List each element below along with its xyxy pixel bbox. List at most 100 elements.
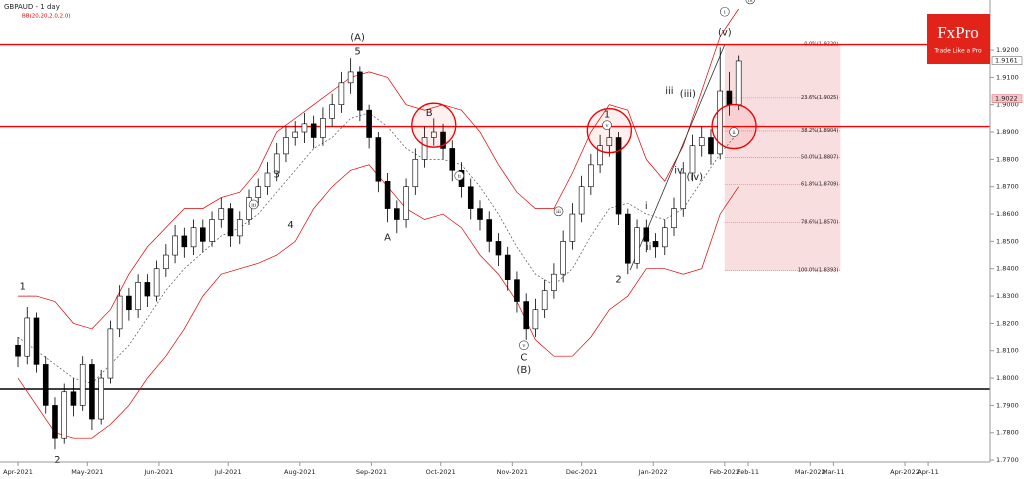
candle-body (61, 391, 68, 439)
wave-label-circle (519, 340, 529, 351)
candle-body (726, 90, 733, 106)
wave-label: 2 (615, 275, 621, 286)
highlight-circle (586, 108, 632, 154)
candle-body (163, 254, 169, 270)
y-tick-label: 1.8400 (996, 265, 1019, 273)
wave-label: 1 (19, 281, 25, 292)
wave-label-circle (745, 0, 756, 5)
candle-body (403, 186, 409, 220)
wave-label: iii (665, 86, 673, 97)
candle-body (661, 227, 668, 248)
candle-body (227, 208, 234, 237)
highlight-circle (411, 102, 457, 148)
candle-body (172, 235, 178, 256)
wave-label-circle (729, 127, 739, 137)
wave-label: (iv) (687, 172, 704, 183)
candle-body (735, 60, 742, 106)
x-tick-label: Mar-11 (822, 468, 844, 476)
y-tick-label: 1.9000 (996, 101, 1019, 109)
chart-subtitle: BB(20,20,2.0,2.0) (22, 14, 71, 20)
candle-body (209, 219, 215, 242)
candle-body (107, 328, 114, 379)
x-tick-label: Apr-2021 (3, 468, 33, 476)
wave-label: 5 (354, 46, 360, 57)
candle-body (384, 180, 391, 209)
wave-label-circle (248, 199, 259, 210)
brand-name: FxPro (937, 23, 979, 42)
candle-body (652, 241, 659, 248)
y-tick-label: 1.7900 (996, 401, 1019, 409)
x-tick-label: Jun-2021 (143, 468, 173, 476)
wave-label: v (521, 343, 525, 349)
highlight-circle (711, 103, 757, 150)
candle-body (310, 123, 317, 138)
wave-label: v (605, 123, 609, 129)
candle-body (467, 186, 474, 209)
candle-body (708, 137, 714, 155)
candle-body (236, 219, 243, 237)
x-tick-label: Apr-2022 (890, 468, 920, 476)
candle-body (514, 279, 520, 302)
candle-body (375, 137, 382, 182)
candle-body (440, 131, 446, 149)
candle-body (504, 254, 511, 280)
candle-body (42, 364, 49, 406)
y-tick-label: 1.8900 (996, 128, 1019, 136)
candle-body (597, 145, 603, 166)
y-tick-label: 1.8100 (996, 347, 1019, 355)
fibonacci-label: 100.0%(1.8393) (798, 268, 839, 274)
candle-body (116, 295, 123, 330)
candle-body (181, 235, 188, 248)
candle-body (24, 317, 31, 357)
wave-label: iii (748, 0, 753, 3)
wave-label: A (384, 232, 391, 243)
candle-body (320, 118, 326, 138)
plot-area: 0.0%(1.9220)23.6%(1.9025)38.2%(1.8904)50… (0, 0, 990, 466)
x-tick-label: May-2021 (71, 468, 103, 476)
candle-body (625, 213, 631, 264)
candle-body (569, 213, 576, 242)
wave-label-circle (602, 120, 612, 131)
price-marker-label: 1.9161 (995, 57, 1018, 65)
wave-label-circle (454, 170, 464, 181)
bollinger-band (17, 112, 739, 384)
fibonacci-label: 61.8%(1.8709) (801, 181, 838, 187)
candle-body (634, 227, 640, 264)
y-tick-label: 1.8300 (996, 292, 1019, 300)
wave-label: 1 (604, 109, 610, 120)
candle-body (70, 391, 77, 406)
candle-body (33, 317, 40, 365)
candle-body (135, 282, 141, 311)
candle-body (394, 208, 400, 220)
x-tick-label: Oct-2021 (426, 468, 456, 476)
x-tick-label: Apr-11 (917, 468, 938, 476)
y-tick-label: 1.9200 (996, 46, 1019, 54)
y-tick-label: 1.9100 (996, 73, 1019, 81)
candle-body (273, 153, 280, 174)
brand-logo (927, 14, 990, 64)
wave-label: iii (556, 209, 561, 215)
wave-label: ii (458, 174, 462, 180)
candle-body (588, 164, 594, 188)
candle-body (218, 208, 225, 220)
candle-body (412, 159, 419, 188)
candle-body (292, 131, 298, 138)
y-tick-label: 1.8000 (996, 374, 1019, 382)
candle-body (615, 137, 622, 215)
candle-body (301, 123, 308, 133)
wave-label: B (426, 108, 433, 119)
y-tick-label: 1.8800 (996, 155, 1019, 163)
candle-body (200, 227, 206, 242)
candle-body (126, 295, 132, 311)
candle-body (15, 344, 21, 357)
wave-label: C (520, 353, 527, 364)
fibonacci-label: 78.6%(1.8570) (801, 219, 838, 225)
candle-body (495, 241, 502, 256)
brand-tagline: Trade Like a Pro (933, 48, 982, 55)
candle-body (190, 227, 197, 248)
y-tick-label: 1.8200 (996, 319, 1019, 327)
x-tick-label: Aug-2021 (284, 468, 316, 476)
y-tick-label: 1.7800 (996, 429, 1019, 437)
wave-label: i (645, 201, 648, 212)
